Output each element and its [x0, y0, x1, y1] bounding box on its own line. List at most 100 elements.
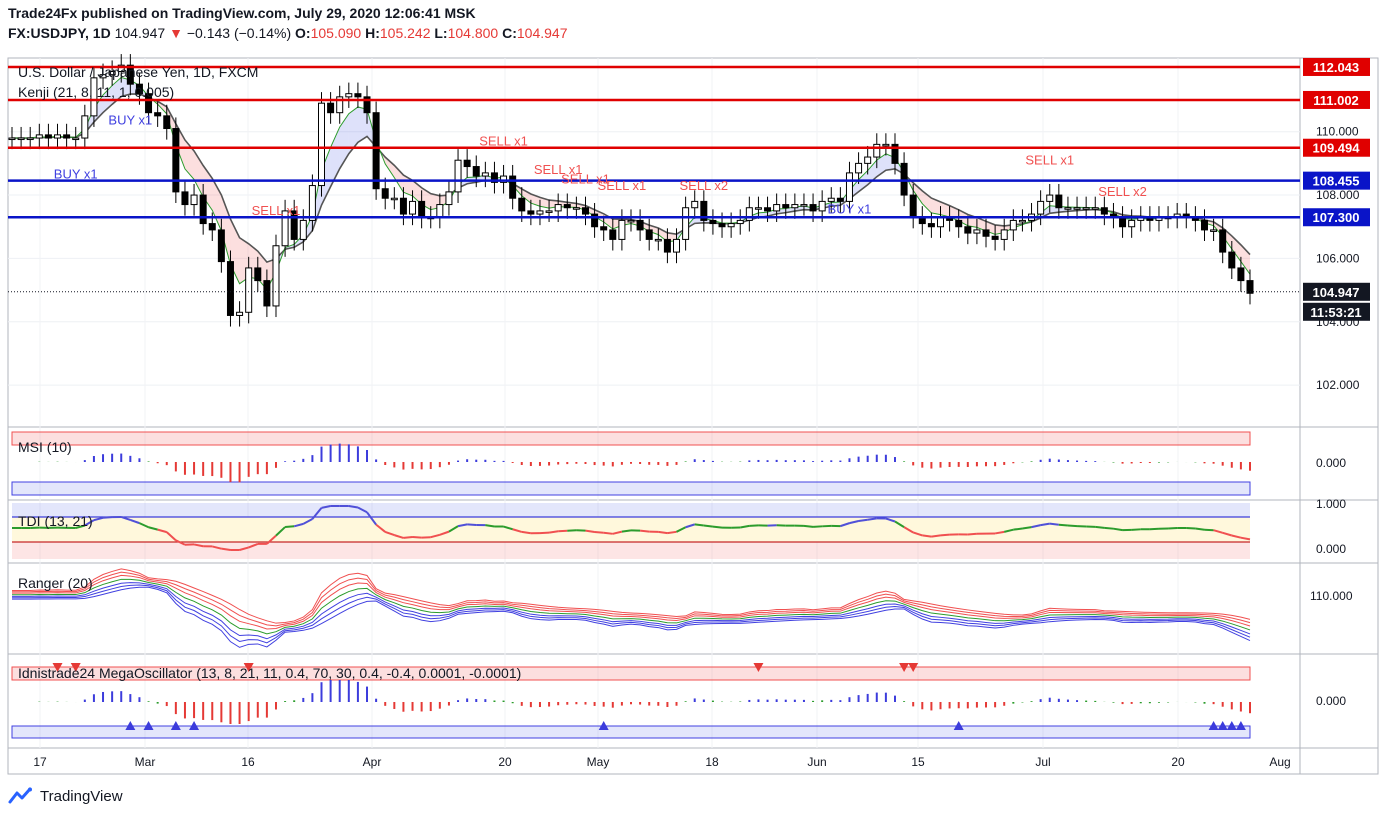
candle-body: [718, 223, 726, 228]
price-axis[interactable]: 102.000104.000106.000108.000110.000112.0…: [1303, 57, 1370, 392]
tdi-line-segment: [266, 534, 277, 545]
ranger-band-line: [12, 582, 1251, 640]
candle-body: [8, 137, 16, 141]
candle-body: [281, 210, 289, 247]
sell-signal-label: SELL x2: [679, 178, 728, 193]
candle-body: [236, 311, 244, 316]
buy-signal-label: BUY x1: [828, 201, 872, 216]
time-tick-label: Jul: [1035, 755, 1050, 769]
last-price: 104.947: [114, 25, 166, 41]
tdi-line-segment: [448, 525, 459, 533]
tdi-line-segment: [357, 506, 368, 514]
time-axis[interactable]: 17 Mar 16 Apr 20 May 18 Jun 15 Jul 20 Aug: [33, 755, 1290, 769]
tdi-line-segment: [467, 523, 477, 526]
candle-body: [700, 200, 708, 221]
msi-pane[interactable]: [11, 431, 1251, 496]
candle-body: [1000, 229, 1008, 240]
ranger-pane[interactable]: [12, 568, 1251, 648]
tdi-line-segment: [239, 546, 249, 551]
candle-body: [409, 200, 417, 215]
tdi-line-segment: [594, 531, 604, 534]
candle-body: [827, 197, 835, 202]
publish-info: Trade24Fx published on TradingView.com, …: [8, 5, 476, 21]
candle-body: [99, 74, 107, 79]
tdi-line-segment: [912, 531, 923, 537]
ranger-band-line: [12, 568, 1251, 624]
tdi-line-segment: [221, 547, 231, 551]
candle-body: [1219, 229, 1227, 253]
candle-body: [44, 134, 52, 139]
tdi-line-segment: [248, 542, 259, 549]
candle-body: [955, 219, 963, 228]
candle-body: [126, 64, 134, 85]
buy-signal-label: BUY x1: [54, 167, 98, 182]
candle-body: [1009, 219, 1017, 231]
candle-body: [490, 172, 498, 183]
tdi-line-segment: [885, 517, 896, 523]
buy-arrow-icon: [189, 721, 200, 730]
tdi-line-segment: [302, 518, 313, 525]
time-tick-label: 18: [705, 755, 719, 769]
tdi-line-segment: [212, 545, 222, 550]
symbol-info: FX:USDJPY, 1D 104.947 ▼ −0.143 (−0.14%) …: [8, 25, 567, 41]
down-arrow-icon: ▼: [169, 25, 183, 41]
tdi-line-segment: [1022, 526, 1032, 530]
tradingview-footer[interactable]: TradingView: [8, 787, 123, 805]
tdi-mid-zone: [12, 517, 1250, 542]
candle-body: [72, 137, 80, 141]
mega-oscillator-pane[interactable]: [11, 663, 1251, 739]
msi-zero-label: 0.000: [1316, 456, 1346, 470]
candle-body: [1082, 207, 1090, 210]
kenji-cloud-segment: [184, 139, 195, 180]
tdi-line-segment: [1058, 523, 1069, 527]
tdi-pane[interactable]: [12, 503, 1251, 559]
candle-body: [345, 93, 353, 98]
low-value: 104.800: [447, 25, 499, 41]
grid: [8, 58, 1300, 748]
tdi-line-segment: [903, 526, 914, 534]
candle-body: [973, 229, 981, 234]
candle-body: [1100, 207, 1108, 215]
tdi-line-segment: [1104, 526, 1114, 530]
tdi-line-segment: [849, 520, 859, 525]
candle-body: [754, 207, 762, 210]
tdi-line-segment: [193, 543, 204, 548]
tdi-line-segment: [166, 531, 177, 542]
level-price-label: 107.300: [1313, 210, 1360, 225]
tdi-line-segment: [1095, 525, 1105, 529]
tdi-line-segment: [667, 530, 677, 535]
candle-body: [299, 219, 307, 240]
tdi-zero-label: 0.000: [1316, 542, 1346, 556]
candle-body: [691, 200, 699, 209]
candle-body: [836, 197, 844, 202]
tdi-line-segment: [1003, 528, 1014, 533]
kenji-cloud-segment: [221, 195, 231, 265]
candle-body: [381, 188, 389, 199]
ranger-band-line: [12, 586, 1251, 648]
tdi-line-segment: [994, 530, 1005, 535]
candle-body: [226, 261, 234, 316]
price-tick-label: 106.000: [1316, 251, 1360, 265]
candle-body: [909, 194, 917, 218]
candle-body: [791, 204, 799, 209]
kenji-cloud-segment: [1040, 205, 1050, 218]
tdi-line-segment: [931, 534, 941, 538]
tradingview-logo-icon: [8, 787, 32, 804]
candle-body: [1228, 251, 1236, 269]
tdi-line-segment: [293, 522, 304, 528]
tdi-line-segment: [1067, 524, 1078, 528]
candle-body: [845, 172, 853, 202]
tdi-line-segment: [894, 520, 905, 528]
tdi-line-segment: [1240, 536, 1251, 541]
candle-body: [800, 204, 808, 207]
candle-body: [500, 175, 508, 183]
kenji-cloud-segment: [931, 198, 941, 215]
candle-body: [937, 216, 944, 228]
tdi-line-segment: [676, 526, 687, 533]
buy-arrow-icon: [1226, 721, 1237, 730]
candle-body: [1200, 219, 1208, 231]
candle-body: [245, 267, 253, 313]
close-label: C:: [502, 25, 517, 41]
